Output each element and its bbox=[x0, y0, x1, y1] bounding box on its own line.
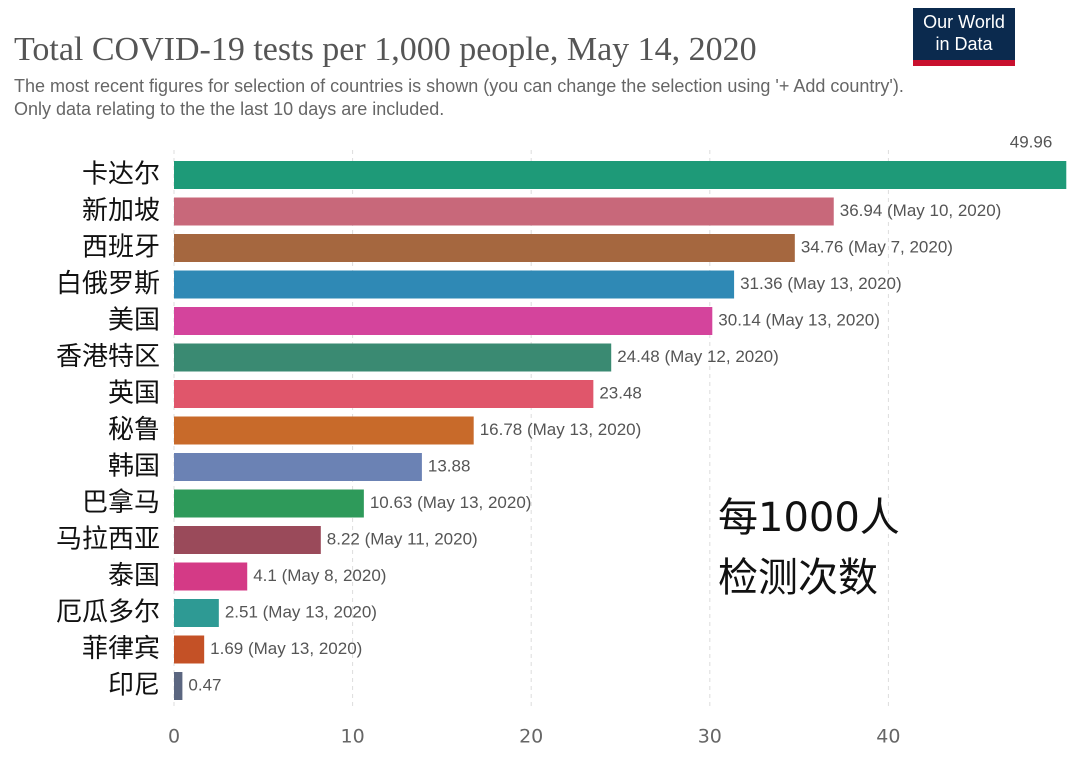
y-tick-label: 新加坡 bbox=[82, 196, 160, 226]
bar bbox=[174, 635, 205, 664]
x-tick-label: 20 bbox=[519, 726, 543, 748]
y-tick-label: 英国 bbox=[108, 379, 160, 409]
y-tick-label: 马拉西亚 bbox=[56, 525, 160, 555]
annotation: 每1000人 bbox=[718, 495, 900, 541]
bar bbox=[174, 489, 364, 518]
y-tick-label: 印尼 bbox=[108, 671, 160, 701]
value-label: 13.88 bbox=[428, 456, 471, 475]
y-tick-label: 香港特区 bbox=[56, 342, 160, 372]
value-label: 34.76 (May 7, 2020) bbox=[801, 237, 953, 256]
value-label: 4.1 (May 8, 2020) bbox=[253, 566, 386, 585]
subtitle: The most recent figures for selection of… bbox=[14, 76, 904, 96]
value-label: 2.51 (May 13, 2020) bbox=[225, 602, 377, 621]
value-label: 30.14 (May 13, 2020) bbox=[718, 310, 880, 329]
x-tick-label: 30 bbox=[698, 726, 722, 748]
x-tick-label: 40 bbox=[876, 726, 900, 748]
bar bbox=[174, 599, 219, 627]
annotation: 检测次数 bbox=[718, 555, 878, 601]
bar bbox=[174, 380, 594, 408]
logo-stripe bbox=[913, 60, 1015, 66]
x-tick-label: 10 bbox=[341, 726, 365, 748]
x-tick-label: 0 bbox=[168, 726, 180, 748]
value-label: 36.94 (May 10, 2020) bbox=[840, 201, 1002, 220]
y-tick-label: 菲律宾 bbox=[82, 634, 160, 664]
value-label: 8.22 (May 11, 2020) bbox=[327, 529, 478, 548]
y-tick-label: 卡达尔 bbox=[82, 160, 160, 190]
bar bbox=[174, 343, 612, 372]
y-tick-label: 厄瓜多尔 bbox=[56, 598, 160, 628]
bar bbox=[174, 453, 422, 481]
bar bbox=[174, 234, 795, 262]
value-label: 16.78 (May 13, 2020) bbox=[480, 420, 642, 439]
logo-box bbox=[913, 8, 1015, 66]
bar bbox=[174, 526, 321, 554]
bar bbox=[174, 672, 183, 700]
value-label: 0.47 bbox=[188, 675, 221, 694]
value-label: 31.36 (May 13, 2020) bbox=[740, 274, 902, 293]
value-label: 10.63 (May 13, 2020) bbox=[370, 493, 532, 512]
y-tick-label: 美国 bbox=[108, 306, 160, 336]
y-tick-label: 西班牙 bbox=[82, 233, 160, 263]
bar bbox=[174, 270, 735, 299]
y-tick-label: 秘鲁 bbox=[108, 415, 160, 445]
chart-title: Total COVID-19 tests per 1,000 people, M… bbox=[14, 31, 757, 68]
y-tick-label: 白俄罗斯 bbox=[56, 269, 160, 299]
bar bbox=[174, 307, 713, 335]
value-label: 23.48 bbox=[599, 383, 642, 402]
value-label: 1.69 (May 13, 2020) bbox=[210, 639, 362, 658]
bar bbox=[174, 197, 834, 226]
bar bbox=[174, 562, 248, 591]
bar bbox=[174, 161, 1067, 189]
logo-text: in Data bbox=[935, 34, 993, 54]
bar bbox=[174, 416, 474, 445]
subtitle: Only data relating to the the last 10 da… bbox=[14, 99, 444, 119]
y-tick-label: 泰国 bbox=[108, 561, 160, 591]
y-tick-label: 韩国 bbox=[108, 452, 160, 482]
logo-text: Our World bbox=[923, 12, 1005, 32]
value-label: 49.96 bbox=[1010, 132, 1053, 151]
value-label: 24.48 (May 12, 2020) bbox=[617, 347, 779, 366]
y-tick-label: 巴拿马 bbox=[82, 488, 160, 518]
